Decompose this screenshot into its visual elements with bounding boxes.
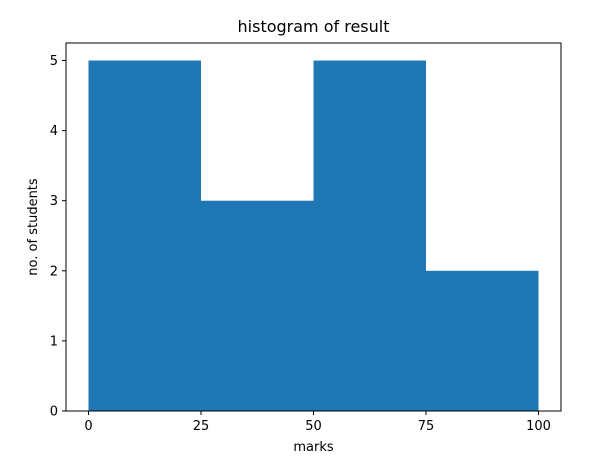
x-tick-label: 25 <box>193 419 210 434</box>
y-tick-label: 0 <box>50 405 58 420</box>
histogram-bar-2 <box>201 200 314 411</box>
ticks-layer: 0 25 50 75 100 0 1 2 3 4 5 <box>50 54 551 434</box>
chart-title: histogram of result <box>238 17 390 36</box>
y-tick-label: 4 <box>50 124 58 139</box>
bars-layer <box>88 60 539 412</box>
x-tick-label: 75 <box>418 419 435 434</box>
histogram-bar-1 <box>88 60 201 412</box>
y-tick-label: 3 <box>50 194 58 209</box>
y-tick-label: 5 <box>50 54 58 69</box>
x-tick-label: 100 <box>526 419 551 434</box>
y-tick-label: 2 <box>50 264 58 279</box>
histogram-bar-3 <box>313 60 426 412</box>
y-axis-label: no. of students <box>26 178 41 276</box>
histogram-bar-4 <box>426 270 539 411</box>
x-tick-label: 50 <box>305 419 322 434</box>
x-tick-label: 0 <box>84 419 92 434</box>
x-axis-label: marks <box>293 440 334 455</box>
y-tick-label: 1 <box>50 334 58 349</box>
